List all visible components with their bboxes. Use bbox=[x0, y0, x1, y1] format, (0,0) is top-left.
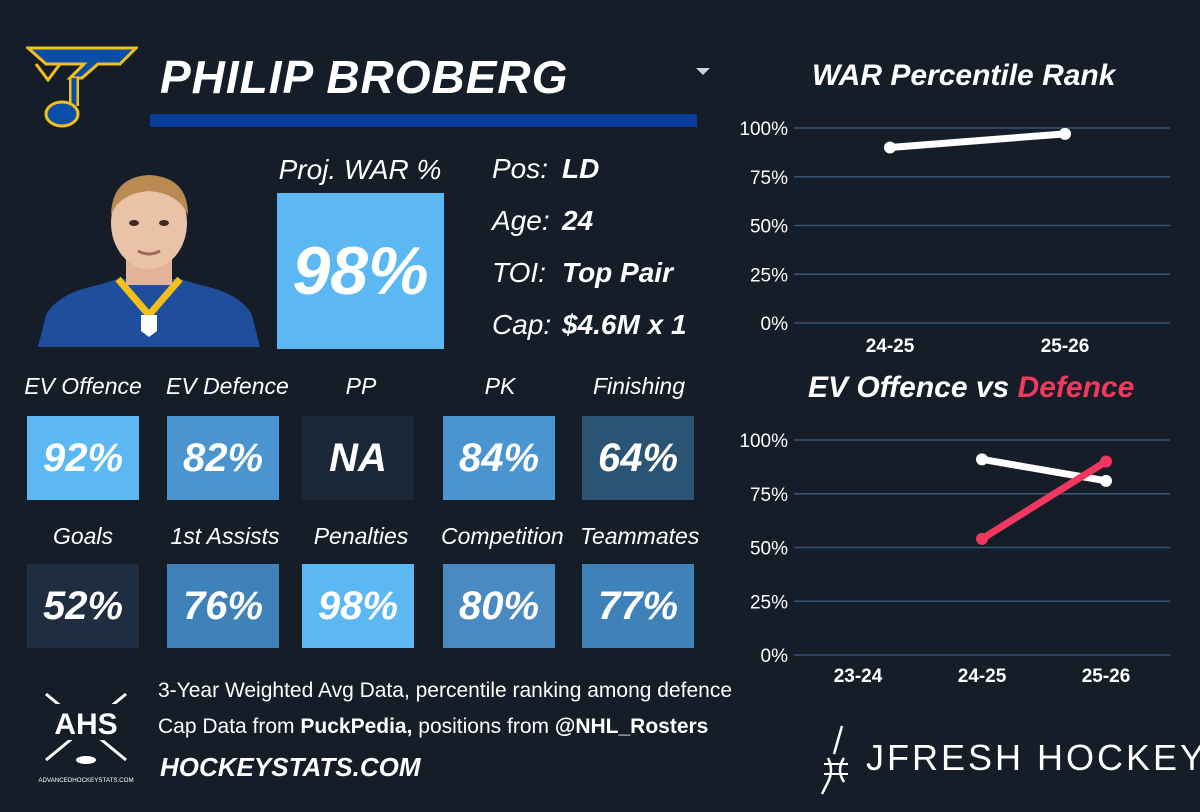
x-tick-label: 25-26 bbox=[1041, 336, 1090, 357]
y-tick-label: 75% bbox=[750, 485, 788, 506]
brand-name: JFRESH HOCKEY bbox=[866, 737, 1200, 778]
data-point bbox=[976, 532, 988, 545]
ahs-letters: AHS bbox=[54, 708, 117, 741]
data-point bbox=[1100, 455, 1112, 468]
x-tick-label: 25-26 bbox=[1082, 666, 1131, 687]
ahs-logo: AHS ADVANCEDHOCKEYSTATS.COM bbox=[38, 692, 134, 784]
metric-label: PK bbox=[484, 373, 516, 399]
metric-label: 1st Assists bbox=[170, 523, 280, 549]
y-tick-label: 0% bbox=[761, 314, 789, 335]
data-point bbox=[884, 141, 896, 154]
team-logo bbox=[26, 46, 138, 128]
data-point bbox=[976, 453, 988, 466]
proj-war-value: 98% bbox=[277, 193, 444, 349]
metric-box: 84% bbox=[443, 416, 555, 500]
x-tick-label: 24-25 bbox=[866, 336, 915, 357]
x-tick-label: 24-25 bbox=[958, 666, 1007, 687]
ev-chart-title: EV Offence vs Defence bbox=[808, 370, 1134, 406]
credits-middle: positions from bbox=[412, 715, 555, 738]
chevron-down-icon[interactable] bbox=[696, 68, 710, 75]
data-point bbox=[1059, 127, 1071, 140]
info-value-cap: $4.6M x 1 bbox=[562, 309, 687, 340]
war-percentile-chart: 0% 25% 50% 75% 100% 24-25 25-26 bbox=[739, 119, 1170, 357]
site-url: HOCKEYSTATS.COM bbox=[160, 752, 421, 782]
metric-box: 98% bbox=[302, 564, 414, 648]
info-label-toi: TOI: bbox=[492, 257, 546, 288]
info-value-toi: Top Pair bbox=[562, 257, 673, 288]
y-tick-label: 25% bbox=[750, 592, 788, 613]
credits-prefix: Cap Data from bbox=[158, 715, 301, 738]
y-tick-label: 0% bbox=[761, 646, 789, 667]
y-tick-label: 100% bbox=[739, 431, 788, 452]
metric-box: 64% bbox=[582, 416, 694, 500]
x-tick-label: 23-24 bbox=[834, 666, 883, 687]
ev-chart-title-offence: EV Offence vs bbox=[808, 371, 1018, 404]
metric-box: 76% bbox=[167, 564, 279, 648]
y-tick-label: 50% bbox=[750, 539, 788, 560]
info-value-age: 24 bbox=[562, 205, 594, 236]
metric-box: 82% bbox=[167, 416, 279, 500]
series-line bbox=[886, 130, 1069, 151]
metric-label: Teammates bbox=[580, 523, 700, 549]
info-label-age: Age: bbox=[492, 205, 550, 236]
series-line bbox=[978, 458, 1110, 543]
metric-label: Penalties bbox=[313, 523, 409, 549]
y-tick-label: 100% bbox=[739, 119, 788, 140]
name-underline bbox=[150, 114, 697, 127]
player-name: PHILIP BROBERG bbox=[160, 51, 569, 103]
info-value-pos: LD bbox=[562, 153, 600, 184]
ev-chart-title-defence: Defence bbox=[1017, 371, 1135, 404]
proj-war-label: Proj. WAR % bbox=[278, 154, 442, 185]
metric-box: 77% bbox=[582, 564, 694, 648]
ev-offence-defence-chart: 0% 25% 50% 75% 100% 23-24 24-25 25-26 bbox=[739, 431, 1170, 687]
footer-credits: Cap Data from PuckPedia, positions from … bbox=[158, 714, 708, 740]
metric-box: 92% bbox=[27, 416, 139, 500]
y-tick-label: 75% bbox=[750, 168, 788, 189]
metric-label: EV Offence bbox=[24, 373, 142, 399]
metric-label: PP bbox=[345, 373, 377, 399]
metric-box: 52% bbox=[27, 564, 139, 648]
metric-label: Goals bbox=[52, 523, 114, 549]
info-label-cap: Cap: bbox=[492, 309, 552, 340]
metric-label: Finishing bbox=[592, 373, 686, 399]
metric-box: NA bbox=[302, 416, 414, 500]
player-photo bbox=[38, 175, 260, 347]
y-tick-label: 25% bbox=[750, 265, 788, 286]
footer-data-note: 3-Year Weighted Avg Data, percentile ran… bbox=[158, 679, 732, 702]
y-tick-label: 50% bbox=[750, 217, 788, 238]
metric-label: Competition bbox=[441, 523, 564, 549]
metric-box: 80% bbox=[443, 564, 555, 648]
war-chart-title: WAR Percentile Rank bbox=[812, 59, 1116, 92]
credits-puckpedia: PuckPedia, bbox=[300, 715, 413, 738]
credits-nhl-rosters: @NHL_Rosters bbox=[554, 715, 709, 738]
jfresh-icon bbox=[820, 725, 848, 795]
ahs-url: ADVANCEDHOCKEYSTATS.COM bbox=[38, 777, 133, 784]
data-point bbox=[1100, 474, 1112, 487]
info-label-pos: Pos: bbox=[492, 153, 549, 184]
metric-label: EV Defence bbox=[166, 373, 289, 399]
